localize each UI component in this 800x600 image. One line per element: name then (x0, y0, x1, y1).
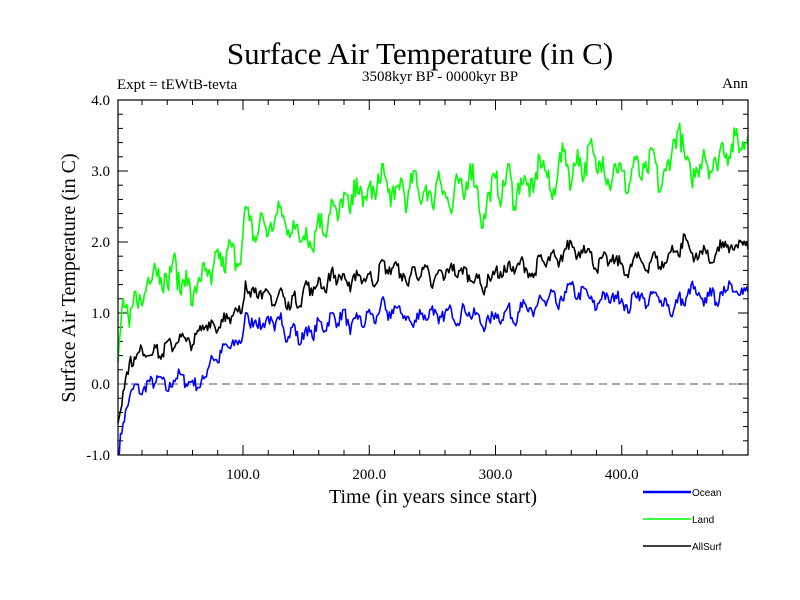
x-axis-label: Time (in years since start) (329, 486, 537, 508)
y-tick-label: -1.0 (86, 448, 110, 464)
x-tick-label: 200.0 (352, 467, 386, 483)
data-series (117, 122, 749, 456)
y-tick-label: 0.0 (91, 377, 110, 393)
chart-subtitle: 3508kyr BP - 0000kyr BP (362, 69, 518, 85)
legend: Ocean Land AllSurf (643, 488, 722, 553)
plot-frame (117, 99, 749, 456)
chart-title: Surface Air Temperature (in C) (227, 36, 613, 71)
series-line-allsurf (117, 233, 749, 424)
y-tick-label: 2.0 (91, 235, 110, 251)
x-tick-label: 300.0 (479, 467, 513, 483)
x-tick-label: 100.0 (226, 467, 260, 483)
x-tick-label: 400.0 (605, 467, 639, 483)
series-line-land (117, 122, 749, 363)
season-label: Ann (722, 76, 748, 92)
experiment-label: Expt = tEWtB-tevta (117, 77, 237, 93)
legend-label-land: Land (692, 515, 714, 526)
y-axis-label: Surface Air Temperature (in C) (58, 153, 80, 402)
series-line-ocean (117, 280, 749, 456)
y-tick-label: 1.0 (91, 306, 110, 322)
y-tick-label: 3.0 (91, 164, 110, 180)
y-tick-label: 4.0 (91, 93, 110, 109)
legend-label-allsurf: AllSurf (692, 542, 722, 553)
legend-label-ocean: Ocean (692, 488, 721, 499)
tick-labels: 100.0 200.0 300.0 400.0 -1.0 0.0 1.0 2.0 3.0 4.0 (86, 93, 638, 483)
